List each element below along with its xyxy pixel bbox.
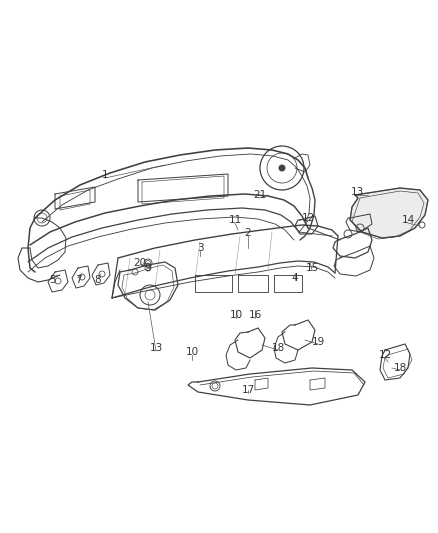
- Text: 10: 10: [185, 347, 198, 357]
- Text: 17: 17: [241, 385, 254, 395]
- Text: 9: 9: [145, 263, 151, 273]
- Polygon shape: [350, 188, 428, 238]
- Text: 14: 14: [401, 215, 415, 225]
- Text: 11: 11: [228, 215, 242, 225]
- Text: 16: 16: [248, 310, 261, 320]
- Circle shape: [279, 165, 285, 171]
- Text: 3: 3: [197, 243, 203, 253]
- Text: 18: 18: [272, 343, 285, 353]
- Text: 4: 4: [292, 273, 298, 283]
- Text: 2: 2: [245, 228, 251, 238]
- Text: 20: 20: [134, 258, 147, 268]
- Text: 13: 13: [350, 187, 364, 197]
- Text: 12: 12: [301, 213, 314, 223]
- Text: 1: 1: [102, 170, 108, 180]
- Text: 12: 12: [378, 350, 392, 360]
- Text: 7: 7: [75, 275, 81, 285]
- Text: 19: 19: [311, 337, 325, 347]
- Text: 13: 13: [149, 343, 162, 353]
- Text: 5: 5: [49, 275, 55, 285]
- Text: 8: 8: [95, 275, 101, 285]
- Text: 18: 18: [393, 363, 406, 373]
- Text: 21: 21: [253, 190, 267, 200]
- Text: 10: 10: [230, 310, 243, 320]
- Text: 15: 15: [305, 263, 318, 273]
